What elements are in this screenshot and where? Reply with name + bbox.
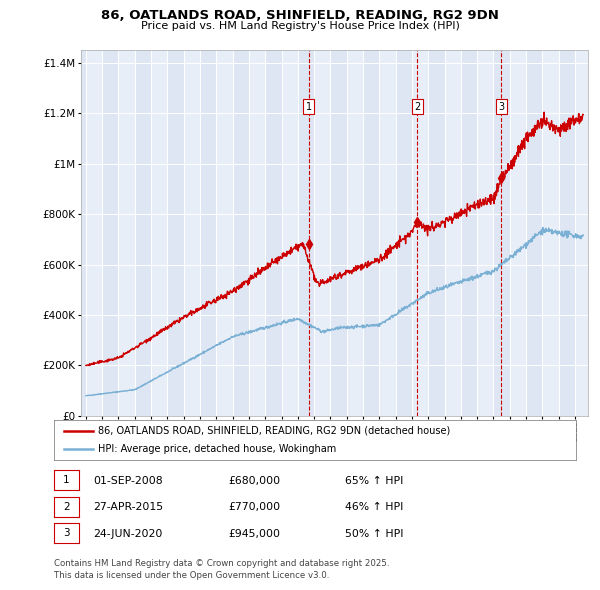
Text: £945,000: £945,000: [228, 529, 280, 539]
Text: Contains HM Land Registry data © Crown copyright and database right 2025.: Contains HM Land Registry data © Crown c…: [54, 559, 389, 568]
Text: 86, OATLANDS ROAD, SHINFIELD, READING, RG2 9DN (detached house): 86, OATLANDS ROAD, SHINFIELD, READING, R…: [98, 426, 451, 436]
Text: 86, OATLANDS ROAD, SHINFIELD, READING, RG2 9DN: 86, OATLANDS ROAD, SHINFIELD, READING, R…: [101, 9, 499, 22]
Text: 3: 3: [498, 102, 504, 112]
Text: 46% ↑ HPI: 46% ↑ HPI: [345, 503, 403, 512]
Text: £770,000: £770,000: [228, 503, 280, 512]
Bar: [265, 50, 281, 416]
Bar: [428, 50, 445, 416]
Bar: [200, 50, 217, 416]
Text: 01-SEP-2008: 01-SEP-2008: [93, 476, 163, 486]
Bar: [331, 50, 347, 416]
Text: 3: 3: [63, 529, 70, 538]
Text: This data is licensed under the Open Government Licence v3.0.: This data is licensed under the Open Gov…: [54, 571, 329, 580]
Bar: [102, 50, 118, 416]
Text: Price paid vs. HM Land Registry's House Price Index (HPI): Price paid vs. HM Land Registry's House …: [140, 21, 460, 31]
Bar: [526, 50, 542, 416]
Text: 24-JUN-2020: 24-JUN-2020: [93, 529, 163, 539]
Text: £680,000: £680,000: [228, 476, 280, 486]
Bar: [461, 50, 477, 416]
Bar: [70, 50, 86, 416]
Text: 2: 2: [63, 502, 70, 512]
Text: 65% ↑ HPI: 65% ↑ HPI: [345, 476, 403, 486]
Bar: [233, 50, 249, 416]
Bar: [559, 50, 575, 416]
Bar: [363, 50, 379, 416]
Text: 2: 2: [414, 102, 420, 112]
Text: HPI: Average price, detached house, Wokingham: HPI: Average price, detached house, Woki…: [98, 444, 337, 454]
Text: 50% ↑ HPI: 50% ↑ HPI: [345, 529, 404, 539]
Bar: [135, 50, 151, 416]
Text: 1: 1: [305, 102, 312, 112]
Text: 27-APR-2015: 27-APR-2015: [93, 503, 163, 512]
Bar: [298, 50, 314, 416]
Text: 1: 1: [63, 476, 70, 485]
Bar: [493, 50, 510, 416]
Bar: [395, 50, 412, 416]
Bar: [167, 50, 184, 416]
